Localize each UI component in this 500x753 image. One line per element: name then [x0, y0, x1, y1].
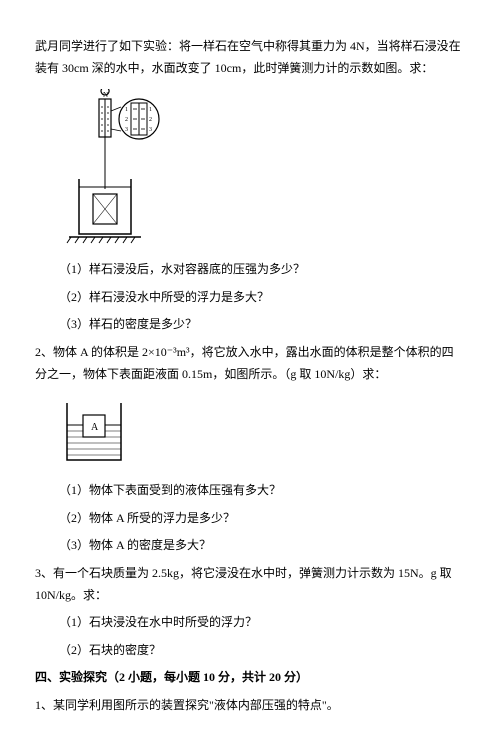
- svg-text:2: 2: [125, 117, 128, 123]
- p2-intro: 2、物体 A 的体积是 2×10⁻³m³，将它放入水中，露出水面的体积是整个体积…: [35, 342, 465, 385]
- p1-intro: 武月同学进行了如下实验：将一样石在空气中称得其重力为 4N，当将样石浸没在装有 …: [35, 36, 465, 79]
- leader-line: [111, 129, 121, 131]
- svg-text:1: 1: [149, 107, 152, 113]
- p3-intro: 3、有一个石块质量为 2.5kg，将它浸没在水中时，弹簧测力计示数为 15N。g…: [35, 563, 465, 606]
- p2-q1: （1）物体下表面受到的液体压强有多大？: [59, 480, 465, 502]
- p3-q1: （1）石块浸没在水中时所受的浮力？: [59, 612, 465, 634]
- p2-q2: （2）物体 A 所受的浮力是多少？: [59, 508, 465, 530]
- spring-scale-beaker-diagram: N 1 2 3 1 2 3: [59, 89, 179, 249]
- exp1-intro: 1、某同学利用图所示的装置探究"液体内部压强的特点"。: [35, 695, 465, 717]
- section-4-title: 四、实验探究（2 小题，每小题 10 分，共计 20 分）: [35, 667, 465, 689]
- p3-q2: （2）石块的密度？: [59, 640, 465, 662]
- svg-text:3: 3: [125, 127, 128, 133]
- p1-q3: （3）样石的密度是多少？: [59, 314, 465, 336]
- label-a: A: [91, 422, 99, 433]
- p1-q1: （1）样石浸没后，水对容器底的压强为多少？: [59, 259, 465, 281]
- svg-text:3: 3: [149, 127, 152, 133]
- leader-line: [111, 107, 121, 111]
- p1-q2: （2）样石浸没水中所受的浮力是多大？: [59, 287, 465, 309]
- figure-2: A: [59, 395, 465, 470]
- p2-q3: （3）物体 A 的密度是多大？: [59, 535, 465, 557]
- svg-text:2: 2: [149, 117, 152, 123]
- svg-text:1: 1: [125, 107, 128, 113]
- label-n: N: [103, 91, 108, 99]
- figure-1: N 1 2 3 1 2 3: [59, 89, 465, 249]
- floating-block-diagram: A: [59, 395, 129, 470]
